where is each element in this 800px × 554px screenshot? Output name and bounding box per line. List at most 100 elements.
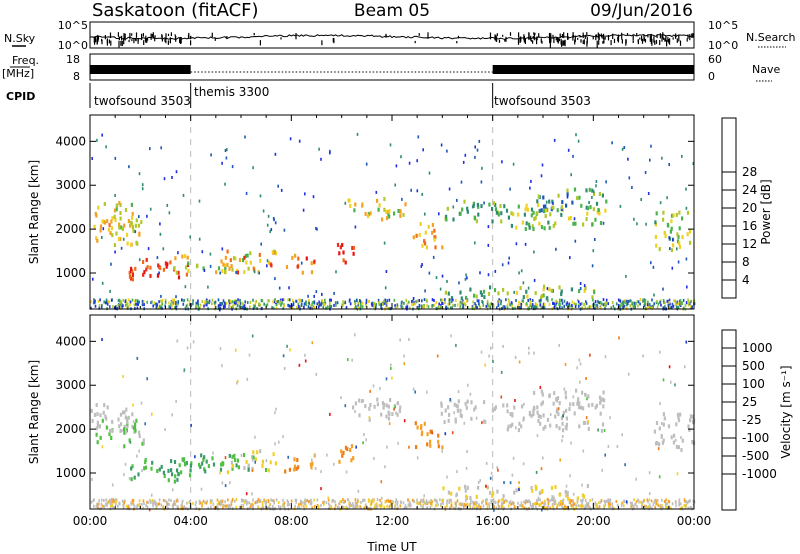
- heatmap-cell: [518, 306, 521, 310]
- heatmap-cell: [420, 264, 423, 268]
- heatmap-cell: [575, 506, 577, 510]
- heatmap-cell: [211, 456, 214, 461]
- nsky-spike: [226, 36, 228, 39]
- heatmap-cell: [301, 270, 304, 275]
- heatmap-cell: [461, 207, 464, 212]
- heatmap-cell: [146, 377, 148, 381]
- heatmap-cell: [622, 300, 624, 304]
- heatmap-cell: [602, 303, 605, 307]
- heatmap-cell: [560, 205, 563, 210]
- heatmap-cell: [271, 250, 274, 255]
- heatmap-cell: [119, 299, 121, 303]
- heatmap-cell: [261, 299, 264, 303]
- heatmap-cell: [291, 304, 293, 308]
- heatmap-cell: [255, 500, 258, 504]
- heatmap-cell: [579, 282, 582, 285]
- heatmap-cell: [387, 212, 390, 217]
- heatmap-cell: [520, 424, 523, 429]
- heatmap-cell: [594, 405, 597, 410]
- heatmap-cell: [245, 499, 248, 503]
- heatmap-cell: [135, 418, 138, 423]
- heatmap-cell: [396, 503, 399, 507]
- heatmap-cell: [115, 498, 118, 502]
- heatmap-cell: [648, 498, 651, 502]
- heatmap-cell: [678, 241, 681, 246]
- heatmap-cell: [138, 430, 141, 435]
- heatmap-cell: [473, 407, 476, 412]
- heatmap-cell: [373, 404, 376, 409]
- heatmap-cell: [444, 301, 446, 305]
- nsky-spike: [110, 40, 112, 46]
- heatmap-cell: [293, 457, 296, 462]
- heatmap-cell: [304, 359, 307, 363]
- heatmap-cell: [286, 499, 289, 503]
- heatmap-cell: [101, 219, 104, 224]
- heatmap-cell: [518, 300, 520, 304]
- heatmap-cell: [234, 458, 237, 462]
- heatmap-cell: [662, 412, 665, 417]
- heatmap-cell: [688, 229, 692, 234]
- heatmap-cell: [161, 306, 163, 310]
- heatmap-cell: [629, 304, 632, 308]
- heatmap-cell: [442, 498, 444, 502]
- heatmap-cell: [304, 353, 306, 357]
- nsky-spike: [321, 40, 323, 46]
- heatmap-cell: [467, 383, 469, 387]
- heatmap-cell: [429, 443, 432, 448]
- heatmap-cell: [334, 500, 336, 504]
- heatmap-cell: [288, 503, 290, 507]
- heatmap-cell: [119, 203, 122, 208]
- heatmap-cell: [111, 483, 114, 487]
- heatmap-cell: [395, 164, 398, 168]
- heatmap-cell: [616, 445, 619, 448]
- heatmap-cell: [561, 500, 563, 503]
- heatmap-cell: [502, 305, 505, 309]
- heatmap-cell: [154, 499, 156, 503]
- heatmap-cell: [536, 305, 539, 309]
- heatmap-cell: [540, 225, 544, 230]
- heatmap-cell: [649, 158, 651, 162]
- heatmap-cell: [523, 506, 526, 510]
- heatmap-cell: [479, 271, 481, 275]
- heatmap-cell: [274, 277, 276, 281]
- heatmap-cell: [439, 306, 442, 310]
- heatmap-cell: [472, 503, 475, 507]
- heatmap-cell: [560, 212, 563, 217]
- heatmap-cell: [444, 506, 446, 510]
- heatmap-cell: [375, 306, 377, 310]
- heatmap-cell: [421, 305, 424, 309]
- nsky-spike: [672, 37, 674, 40]
- heatmap-cell: [429, 429, 432, 434]
- heatmap-cell: [162, 505, 165, 509]
- nsky-spike: [167, 33, 170, 36]
- heatmap-cell: [658, 475, 661, 479]
- nsky-spike: [167, 40, 169, 45]
- heatmap-cell: [102, 504, 104, 508]
- heatmap-cell: [506, 306, 509, 310]
- heatmap-cell: [231, 306, 233, 310]
- heatmap-cell: [509, 187, 511, 191]
- heatmap-cell: [298, 363, 301, 367]
- heatmap-cell: [594, 300, 597, 304]
- heatmap-cell: [554, 485, 557, 489]
- heatmap-cell: [484, 363, 486, 367]
- heatmap-cell: [376, 397, 379, 402]
- heatmap-cell: [514, 306, 516, 310]
- heatmap-cell: [683, 306, 685, 310]
- heatmap-cell: [195, 304, 197, 308]
- heatmap-cell: [124, 499, 126, 503]
- heatmap-cell: [529, 501, 531, 504]
- heatmap-cell: [563, 304, 565, 308]
- velocity-xlabel: Time UT: [366, 540, 417, 554]
- heatmap-cell: [621, 147, 624, 151]
- heatmap-cell: [650, 144, 652, 148]
- heatmap-cell: [537, 203, 540, 208]
- heatmap-cell: [186, 303, 189, 307]
- heatmap-cell: [330, 505, 333, 509]
- heatmap-cell: [482, 499, 484, 503]
- heatmap-cell: [384, 298, 386, 302]
- heatmap-cell: [224, 484, 227, 488]
- heatmap-cell: [447, 306, 449, 310]
- heatmap-cell: [224, 304, 226, 308]
- heatmap-cell: [117, 504, 119, 508]
